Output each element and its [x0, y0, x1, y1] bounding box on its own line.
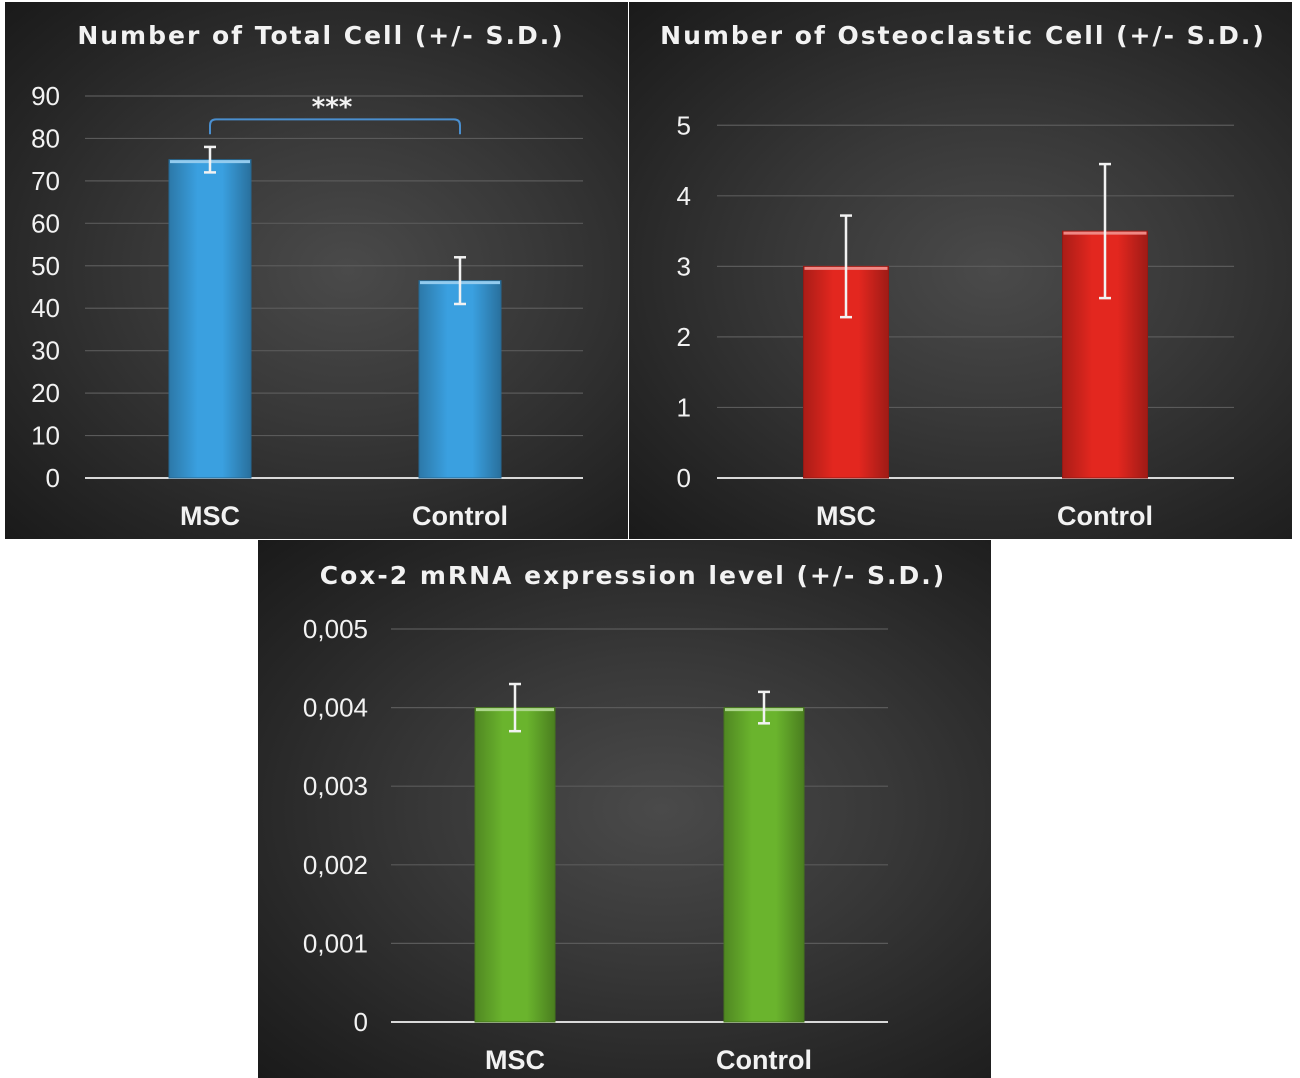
y-tick-label: 0	[354, 1007, 368, 1037]
y-tick-label: 0,002	[303, 850, 368, 880]
y-tick-label: 5	[677, 110, 691, 140]
x-category-label: Control	[716, 1045, 812, 1075]
y-tick-label: 80	[31, 123, 60, 153]
error-bar-control	[1099, 162, 1111, 300]
error-bar-control	[454, 256, 466, 306]
error-bar-msc	[509, 682, 521, 733]
bar-control	[418, 280, 502, 479]
y-tick-label: 0,005	[303, 614, 368, 644]
chart-total-cell: Number of Total Cell (+/- S.D.) 0 10 20 30 4…	[31, 21, 583, 531]
error-bar-msc	[204, 145, 216, 174]
significance-label: ***	[312, 92, 353, 122]
y-tick-label: 0	[677, 463, 691, 493]
y-tick-label: 0	[46, 463, 60, 493]
chart-osteoclastic-cell: Number of Osteoclastic Cell (+/- S.D.) 0…	[660, 21, 1266, 531]
bar-control	[723, 707, 805, 1023]
x-category-label: MSC	[180, 501, 240, 531]
error-bar-msc	[840, 214, 852, 319]
y-tick-label: 70	[31, 166, 60, 196]
x-category-label: MSC	[485, 1045, 545, 1075]
y-tick-label: 3	[677, 251, 691, 281]
y-tick-label: 1	[677, 392, 691, 422]
y-tick-label: 30	[31, 336, 60, 366]
chart-cox2-expression: Cox-2 mRNA expression level (+/- S.D.) 0…	[303, 561, 946, 1075]
bar-msc	[168, 159, 252, 479]
y-tick-label: 0,004	[303, 693, 368, 723]
y-tick-label: 4	[677, 181, 691, 211]
chart-title: Number of Osteoclastic Cell (+/- S.D.)	[660, 21, 1266, 50]
y-tick-label: 90	[31, 81, 60, 111]
y-tick-label: 60	[31, 208, 60, 238]
x-category-label: Control	[412, 501, 508, 531]
y-tick-label: 0,001	[303, 928, 368, 958]
y-tick-label: 50	[31, 251, 60, 281]
chart-title: Cox-2 mRNA expression level (+/- S.D.)	[320, 561, 946, 590]
y-tick-label: 0,003	[303, 771, 368, 801]
y-tick-label: 40	[31, 293, 60, 323]
chart-panel-cox2-expression: Cox-2 mRNA expression level (+/- S.D.) 0…	[258, 540, 991, 1078]
error-bar-control	[758, 690, 770, 725]
x-category-label: Control	[1057, 501, 1153, 531]
y-tick-label: 10	[31, 421, 60, 451]
bar-msc	[474, 707, 556, 1023]
chart-panel-total-cell: Number of Total Cell (+/- S.D.) 0 10 20 30 4…	[5, 2, 628, 539]
significance-bracket	[209, 118, 461, 135]
chart-panel-osteoclastic-cell: Number of Osteoclastic Cell (+/- S.D.) 0…	[629, 2, 1292, 539]
y-tick-label: 2	[677, 322, 691, 352]
y-tick-label: 20	[31, 378, 60, 408]
chart-title: Number of Total Cell (+/- S.D.)	[77, 21, 564, 50]
x-category-label: MSC	[816, 501, 876, 531]
